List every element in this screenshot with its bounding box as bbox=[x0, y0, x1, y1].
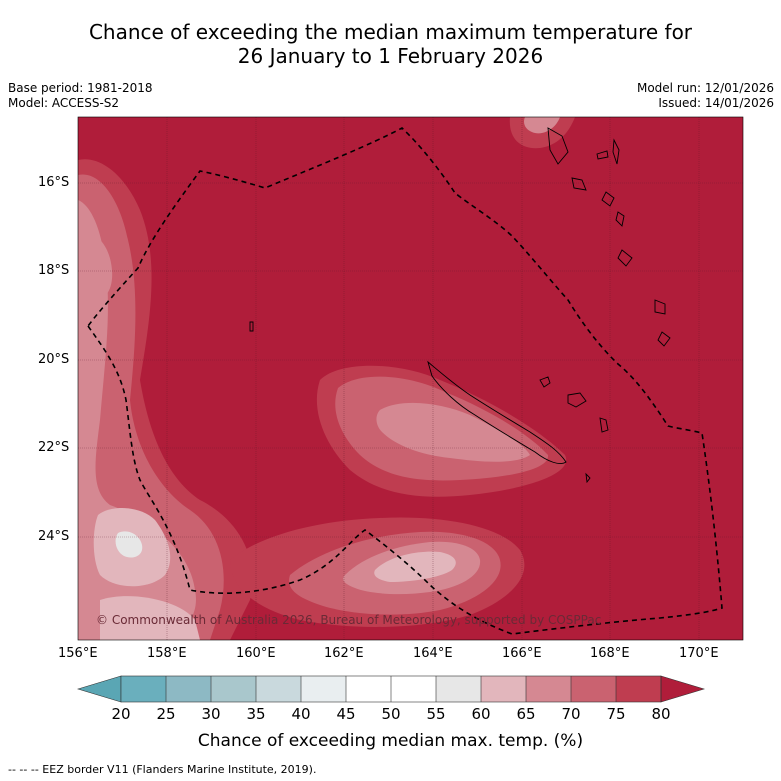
loyalty-islands bbox=[539, 376, 609, 433]
copyright-watermark: © Commonwealth of Australia 2026, Bureau… bbox=[96, 613, 602, 627]
colorbar-tick-65: 65 bbox=[516, 705, 536, 723]
colorbar-bin-45-50 bbox=[346, 676, 391, 702]
colorbar-tick-60: 60 bbox=[471, 705, 491, 723]
new-caledonia-coast bbox=[427, 360, 567, 464]
colorbar bbox=[76, 675, 706, 703]
title-line-2: 26 January to 1 February 2026 bbox=[237, 44, 544, 68]
lon-label-156: 156°E bbox=[58, 646, 98, 661]
colorbar-bin-25-30 bbox=[166, 676, 211, 702]
colorbar-bin-50-55 bbox=[391, 676, 436, 702]
map-frame bbox=[77, 116, 744, 641]
colorbar-bin-60-65 bbox=[481, 676, 526, 702]
probability-contours bbox=[78, 117, 743, 640]
colorbar-tick-40: 40 bbox=[291, 705, 311, 723]
lon-label-160: 160°E bbox=[236, 646, 276, 661]
colorbar-tick-35: 35 bbox=[246, 705, 266, 723]
colorbar-bin-75-80 bbox=[616, 676, 661, 702]
lat-label-20s: 20°S bbox=[38, 352, 70, 367]
lat-label-24s: 24°S bbox=[38, 529, 70, 544]
colorbar-bin-35-40 bbox=[256, 676, 301, 702]
colorbar-bin-40-45 bbox=[301, 676, 346, 702]
colorbar-over-arrow bbox=[660, 675, 706, 703]
contour-65-ne bbox=[524, 117, 560, 134]
coastlines bbox=[249, 127, 671, 484]
colorbar-bin-20-25 bbox=[121, 676, 166, 702]
contour-60-sw bbox=[100, 596, 200, 640]
contour-60-south bbox=[374, 551, 456, 582]
contour-65-nw bbox=[78, 233, 113, 302]
colorbar-bin-55-60 bbox=[436, 676, 481, 702]
base-period: Base period: 1981-2018 bbox=[8, 81, 153, 95]
lon-label-166: 166°E bbox=[502, 646, 542, 661]
vanuatu-islands bbox=[249, 127, 671, 484]
lon-label-164: 164°E bbox=[413, 646, 453, 661]
lat-label-16s: 16°S bbox=[38, 175, 70, 190]
colorbar-tick-30: 30 bbox=[201, 705, 221, 723]
model-run: Model run: 12/01/2026 bbox=[636, 81, 774, 95]
colorbar-under-arrow bbox=[76, 675, 122, 703]
colorbar-tick-50: 50 bbox=[381, 705, 401, 723]
colorbar-tick-70: 70 bbox=[561, 705, 581, 723]
colorbar-tick-80: 80 bbox=[651, 705, 671, 723]
colorbar-tick-75: 75 bbox=[606, 705, 626, 723]
colorbar-bin-70-75 bbox=[571, 676, 616, 702]
colorbar-tick-25: 25 bbox=[156, 705, 176, 723]
eez-border bbox=[87, 127, 723, 635]
title-line-1: Chance of exceeding the median maximum t… bbox=[88, 20, 693, 44]
lon-label-162: 162°E bbox=[324, 646, 364, 661]
lon-label-168: 168°E bbox=[590, 646, 630, 661]
colorbar-tick-55: 55 bbox=[426, 705, 446, 723]
colorbar-label: Chance of exceeding median max. temp. (%… bbox=[197, 731, 584, 751]
lon-label-158: 158°E bbox=[147, 646, 187, 661]
contour-65-newcal bbox=[376, 402, 530, 462]
lat-label-18s: 18°S bbox=[38, 263, 70, 278]
lon-label-170: 170°E bbox=[679, 646, 719, 661]
graticule bbox=[78, 117, 743, 640]
lat-label-22s: 22°S bbox=[38, 440, 70, 455]
eez-legend-footer: -- -- -- EEZ border V11 (Flanders Marine… bbox=[8, 763, 317, 776]
colorbar-bin-65-70 bbox=[526, 676, 571, 702]
colorbar-tick-20: 20 bbox=[111, 705, 131, 723]
colorbar-tick-45: 45 bbox=[336, 705, 356, 723]
issued-date: Issued: 14/01/2026 bbox=[658, 96, 774, 110]
colorbar-bin-30-35 bbox=[211, 676, 256, 702]
model-name: Model: ACCESS-S2 bbox=[8, 96, 120, 110]
contour-55-west bbox=[115, 531, 143, 558]
